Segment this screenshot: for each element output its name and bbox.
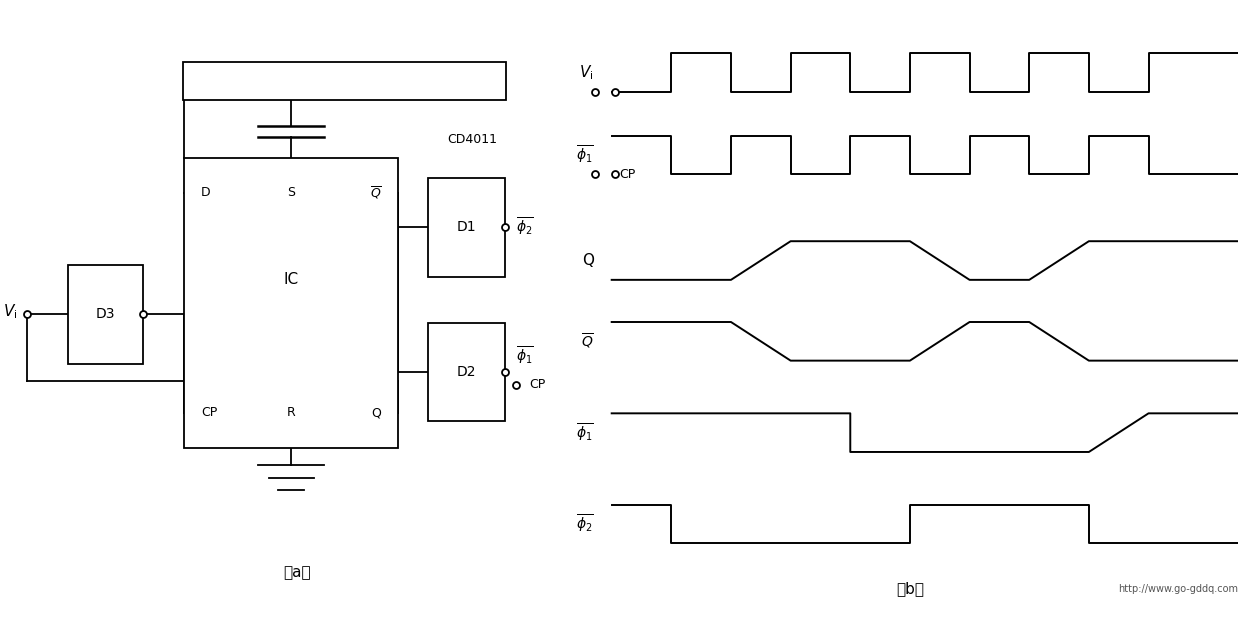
Text: $\overline{\phi_1}$: $\overline{\phi_1}$ xyxy=(576,144,594,166)
Text: （b）: （b） xyxy=(896,582,924,596)
Bar xyxy=(68,265,142,363)
Text: D: D xyxy=(201,186,210,199)
Text: （a）: （a） xyxy=(284,565,311,580)
Text: $\overline{Q}$: $\overline{Q}$ xyxy=(370,184,381,201)
Text: $V_{\mathrm{i}}$: $V_{\mathrm{i}}$ xyxy=(2,302,17,321)
Text: S: S xyxy=(287,186,295,199)
Text: CD4011: CD4011 xyxy=(447,133,498,146)
Text: D2: D2 xyxy=(457,365,477,379)
Text: Q: Q xyxy=(582,253,594,268)
Text: $\overline{\phi_2}$: $\overline{\phi_2}$ xyxy=(516,216,534,238)
Text: D3: D3 xyxy=(95,307,115,321)
Bar xyxy=(428,323,505,421)
Text: IC: IC xyxy=(284,272,298,287)
Text: http://www.go-gddq.com: http://www.go-gddq.com xyxy=(1118,584,1238,594)
Text: $V_{\mathrm{i}}$: $V_{\mathrm{i}}$ xyxy=(579,63,594,82)
Text: CP: CP xyxy=(201,406,217,419)
Text: R: R xyxy=(287,406,296,419)
Text: CP: CP xyxy=(529,379,545,392)
Text: D1: D1 xyxy=(457,220,477,234)
Text: $\overline{\phi_1}$: $\overline{\phi_1}$ xyxy=(516,345,534,367)
Bar xyxy=(184,158,399,448)
Text: $\overline{\phi_2}$: $\overline{\phi_2}$ xyxy=(576,513,594,535)
Bar xyxy=(183,62,506,100)
Bar xyxy=(428,178,505,277)
Text: CP: CP xyxy=(619,168,635,181)
Text: $\overline{Q}$: $\overline{Q}$ xyxy=(581,332,594,351)
Text: $\overline{\phi_1}$: $\overline{\phi_1}$ xyxy=(576,422,594,444)
Text: Q: Q xyxy=(371,406,381,419)
